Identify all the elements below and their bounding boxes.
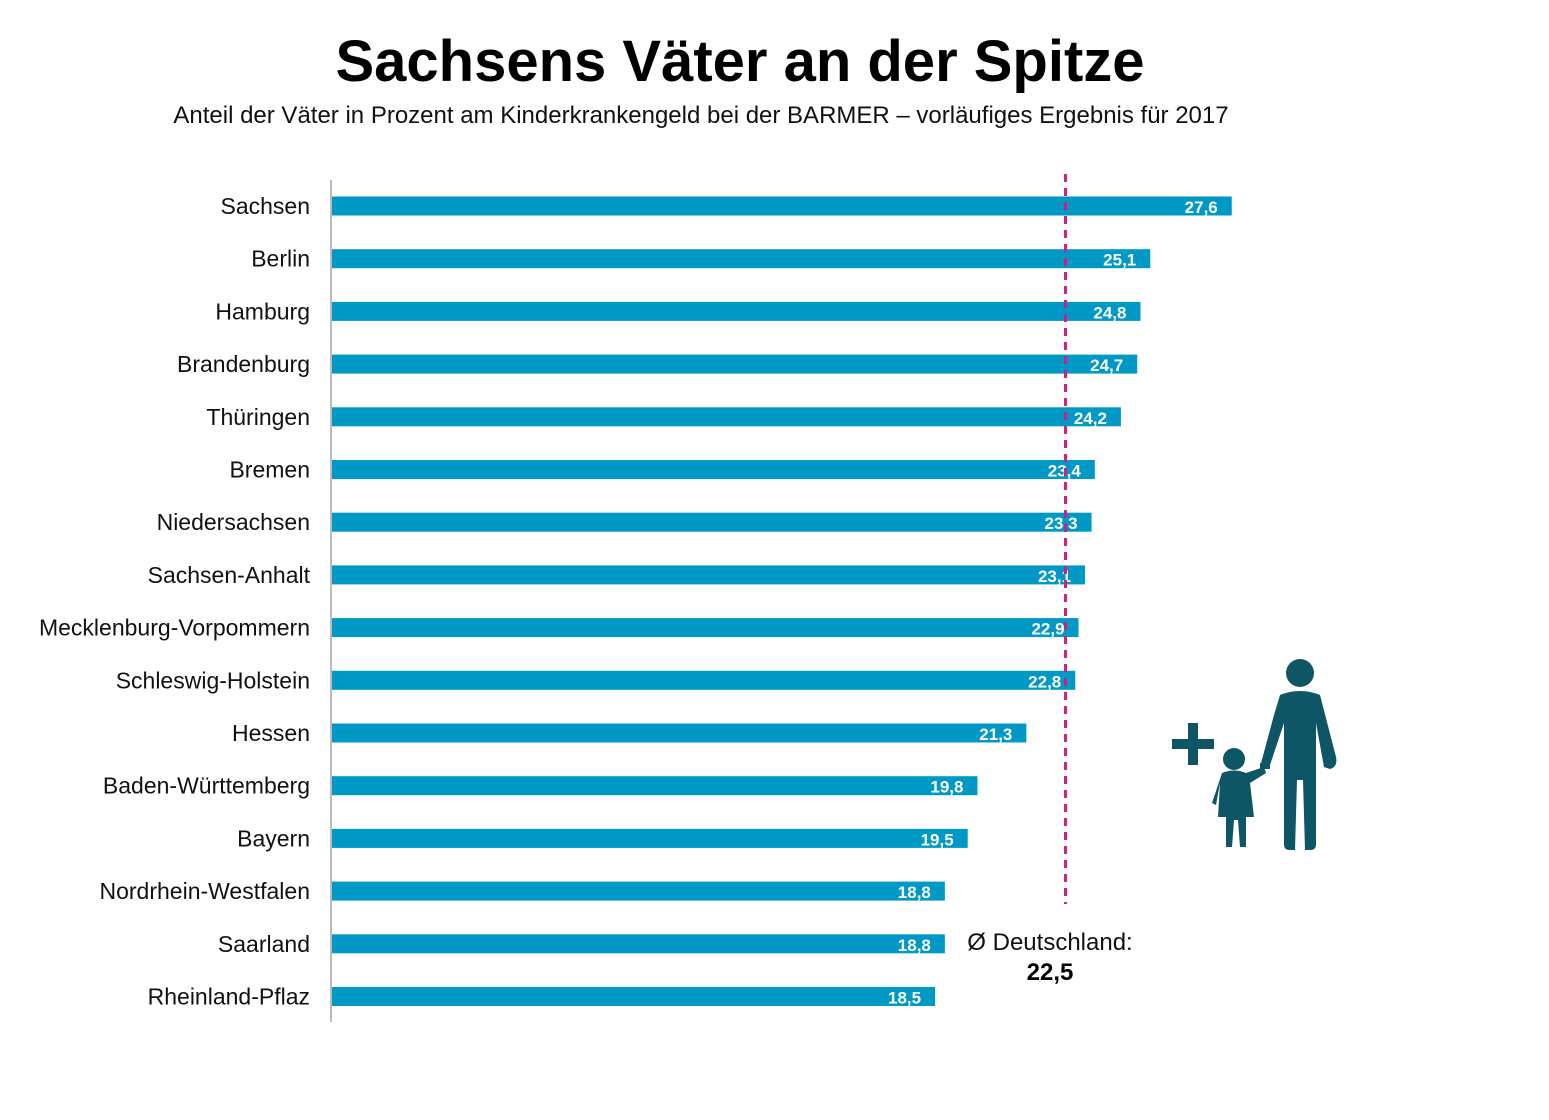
data-label: 18,8 bbox=[898, 936, 931, 955]
bar bbox=[332, 354, 1138, 374]
category-label: Brandenburg bbox=[177, 351, 310, 377]
father-with-child-plus-icon bbox=[1172, 659, 1337, 850]
category-label: Schleswig-Holstein bbox=[116, 667, 310, 693]
data-label: 18,8 bbox=[898, 883, 931, 902]
category-label: Niedersachsen bbox=[157, 509, 310, 535]
bar bbox=[332, 618, 1079, 638]
average-value: 22,5 bbox=[1026, 959, 1074, 986]
data-label: 24,7 bbox=[1090, 356, 1123, 375]
category-label: Rheinland-Pflaz bbox=[148, 984, 310, 1010]
data-label: 23,1 bbox=[1038, 567, 1071, 586]
bar bbox=[332, 828, 968, 848]
data-label: 22,9 bbox=[1031, 620, 1064, 639]
bar bbox=[332, 934, 945, 954]
data-label: 21,3 bbox=[979, 725, 1012, 744]
category-label: Bayern bbox=[237, 825, 310, 851]
data-label: 25,1 bbox=[1103, 251, 1136, 270]
bar bbox=[332, 565, 1086, 585]
average-label: Ø Deutschland: bbox=[967, 929, 1133, 956]
data-label: 23,3 bbox=[1044, 514, 1077, 533]
category-label: Sachsen bbox=[220, 193, 310, 219]
category-label: Hessen bbox=[232, 720, 310, 746]
category-label: Berlin bbox=[251, 246, 310, 272]
data-label: 19,5 bbox=[921, 830, 954, 849]
bar bbox=[332, 881, 945, 901]
data-label: 22,8 bbox=[1028, 672, 1061, 691]
bar bbox=[332, 407, 1121, 427]
data-label: 19,8 bbox=[930, 778, 963, 797]
bar bbox=[332, 723, 1027, 743]
bar bbox=[332, 670, 1076, 690]
category-label: Bremen bbox=[229, 457, 310, 483]
bar bbox=[332, 776, 978, 796]
category-label: Mecklenburg-Vorpommern bbox=[39, 615, 310, 641]
bar bbox=[332, 512, 1092, 532]
chart-title: Sachsens Väter an der Spitze bbox=[335, 29, 1145, 94]
data-label: 18,5 bbox=[888, 989, 921, 1008]
bar bbox=[332, 301, 1141, 321]
bar bbox=[332, 196, 1232, 216]
category-label: Thüringen bbox=[206, 404, 310, 430]
data-label: 24,8 bbox=[1093, 303, 1126, 322]
bar bbox=[332, 987, 936, 1006]
data-label: 24,2 bbox=[1074, 409, 1107, 428]
bar bbox=[332, 249, 1151, 269]
chart-subtitle: Anteil der Väter in Prozent am Kinderkra… bbox=[173, 102, 1229, 129]
category-label: Sachsen-Anhalt bbox=[148, 562, 311, 588]
category-label: Hamburg bbox=[215, 298, 310, 324]
category-label: Baden-Württemberg bbox=[103, 773, 310, 799]
category-label: Saarland bbox=[218, 931, 310, 957]
category-label: Nordrhein-Westfalen bbox=[99, 878, 310, 904]
data-label: 27,6 bbox=[1185, 198, 1218, 217]
bar bbox=[332, 460, 1095, 479]
